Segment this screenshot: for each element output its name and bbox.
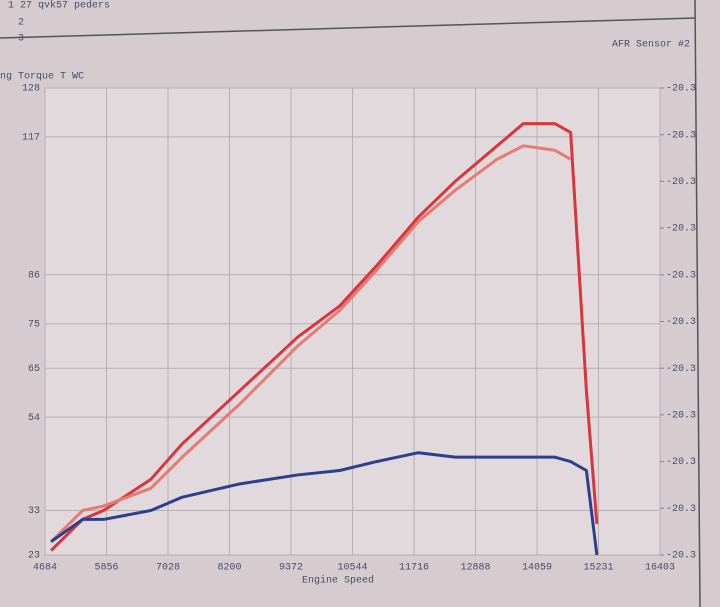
x-tick-label: 5856	[94, 563, 118, 574]
x-axis-label: Engine Speed	[302, 575, 374, 587]
y2-tick-label: -20.3	[666, 270, 696, 281]
x-tick-label: 10544	[338, 563, 368, 574]
y-tick-label: 54	[28, 413, 40, 424]
page-edge	[694, 0, 701, 607]
y2-tick-label: -20.3	[666, 177, 696, 188]
y-tick-label: 86	[28, 270, 40, 281]
y2-tick-label: -20.3	[666, 130, 696, 141]
x-tick-label: 4684	[33, 563, 57, 574]
y2-tick-label: -20.3	[666, 364, 696, 375]
y-tick-label: 65	[28, 364, 40, 375]
x-tick-label: 7028	[156, 563, 180, 574]
y2-axis-label: AFR Sensor #2	[612, 40, 690, 51]
y-tick-label: 117	[22, 133, 40, 144]
y2-tick-label: -20.3	[666, 504, 696, 515]
y2-tick-label: -20.3	[666, 411, 696, 422]
x-tick-label: 14059	[522, 563, 552, 574]
series-line	[50, 451, 599, 556]
y-tick-label: 23	[28, 551, 40, 562]
series-line	[50, 122, 599, 552]
header-line: 3	[18, 34, 24, 45]
y2-tick-label: -20.3	[666, 317, 696, 328]
header-rule	[0, 17, 696, 39]
header-line: 1 27 qvk57 peders	[8, 0, 110, 12]
x-tick-label: 11716	[399, 563, 429, 574]
y-tick-label: 75	[28, 319, 40, 330]
y-tick-label: 128	[22, 84, 40, 95]
series-line	[50, 144, 572, 543]
y-axis-label: ng Torque T WC	[0, 72, 84, 83]
y2-tick-label: -20.3	[666, 84, 696, 95]
y-tick-label: 33	[28, 506, 40, 517]
x-tick-label: 12888	[461, 563, 491, 574]
x-tick-label: 15231	[583, 563, 613, 574]
y2-tick-label: -20.3	[666, 457, 696, 468]
y2-tick-label: -20.3	[666, 224, 696, 235]
x-tick-label: 8200	[218, 563, 242, 574]
header-line: 2	[18, 18, 24, 29]
x-tick-label: 9372	[279, 563, 303, 574]
x-tick-label: 16403	[645, 563, 675, 574]
y2-tick-label: -20.3	[666, 551, 696, 562]
